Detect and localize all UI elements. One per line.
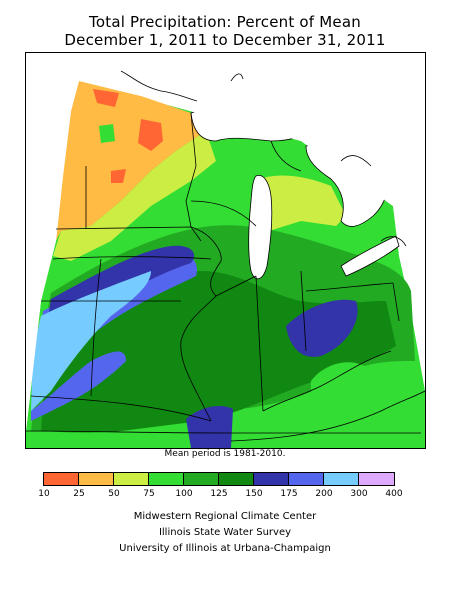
legend-labels: 10 25 50 75 100 125 150 175 200 300 400 [38, 486, 402, 500]
legend-tick-label: 25 [73, 489, 85, 499]
legend-tick-label: 400 [385, 489, 403, 499]
legend-tick-label: 75 [143, 489, 155, 499]
lake-michigan [248, 174, 273, 280]
region-10-25-west [111, 169, 126, 183]
region-25-50-northwest [56, 81, 206, 241]
legend-swatches [43, 472, 395, 486]
color-legend: 10 25 50 75 100 125 150 175 200 300 400 [38, 472, 403, 500]
region-no-data-northwest [26, 53, 197, 431]
region-200-300-west [31, 271, 151, 411]
map-title-line1: Total Precipitation: Percent of Mean [89, 13, 361, 31]
coast-lines [120, 70, 407, 247]
state-boundaries [26, 112, 425, 442]
region-no-data-northeast [197, 53, 425, 251]
legend-swatch-25-50 [79, 473, 114, 485]
region-150-175-south [186, 406, 233, 448]
legend-swatch-300-400 [359, 473, 394, 485]
legend-swatch-10-25 [44, 473, 79, 485]
legend-tick-label: 50 [108, 489, 120, 499]
region-10-25-northwest [93, 89, 119, 107]
legend-swatch-75-100 [149, 473, 184, 485]
region-175-200-southwest [31, 351, 126, 421]
legend-swatch-200-300 [324, 473, 359, 485]
legend-tick-label: 200 [315, 489, 333, 499]
mean-period-note: Mean period is 1981-2010. [164, 449, 286, 459]
legend-swatch-100-125 [184, 473, 219, 485]
legend-swatch-150-175 [254, 473, 289, 485]
legend-tick-label: 10 [38, 489, 50, 499]
region-75-100-spot [99, 124, 115, 143]
region-50-75-michigan [256, 175, 346, 231]
credit-line2: Illinois State Water Survey [158, 527, 292, 538]
legend-swatch-125-150 [219, 473, 254, 485]
legend-tick-label: 125 [210, 489, 228, 499]
legend-tick-label: 175 [280, 489, 298, 499]
legend-swatch-175-200 [289, 473, 324, 485]
legend-tick-label: 150 [245, 489, 263, 499]
credit-line1: Midwestern Regional Climate Center [133, 511, 317, 522]
precipitation-map [25, 52, 426, 449]
legend-tick-label: 100 [175, 489, 193, 499]
region-75-100-southeast [310, 362, 372, 410]
credit-line3: University of Illinois at Urbana-Champai… [119, 543, 331, 554]
legend-swatch-50-75 [114, 473, 149, 485]
lake-erie [340, 235, 400, 277]
region-10-25-north [138, 119, 163, 151]
legend-tick-label: 300 [350, 489, 368, 499]
map-title-line2: December 1, 2011 to December 31, 2011 [64, 31, 386, 49]
